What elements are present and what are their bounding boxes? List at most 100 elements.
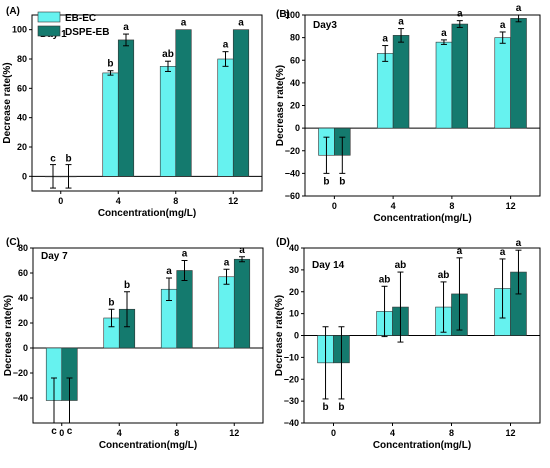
significance-label: a bbox=[516, 3, 522, 14]
panel-label: (B) bbox=[276, 9, 290, 20]
y-tick-label: 80 bbox=[17, 54, 27, 64]
y-tick-label: 0 bbox=[22, 171, 27, 181]
significance-label: a bbox=[166, 266, 172, 277]
x-tick-label: 12 bbox=[505, 428, 515, 438]
significance-label: a bbox=[181, 18, 187, 29]
y-axis-title: Decrease rate(%) bbox=[275, 65, 286, 146]
x-tick-label: 8 bbox=[449, 201, 454, 211]
y-tick-label: 20 bbox=[289, 287, 299, 297]
x-axis-title: Concentration(mg/L) bbox=[99, 440, 197, 451]
significance-label: a bbox=[239, 245, 245, 256]
panel-label: (A) bbox=[6, 6, 20, 17]
bar bbox=[233, 258, 251, 349]
y-tick-label: 0 bbox=[23, 343, 28, 353]
y-tick-label: 100 bbox=[285, 10, 300, 20]
y-tick-label: 0 bbox=[295, 123, 300, 133]
y-axis-title: Decrease rate(%) bbox=[3, 295, 14, 376]
y-tick-label: −20 bbox=[284, 374, 299, 384]
y-tick-label: 30 bbox=[289, 265, 299, 275]
significance-label: a bbox=[182, 249, 188, 260]
legend-swatch bbox=[37, 25, 61, 37]
significance-label: ab bbox=[379, 274, 391, 285]
legend-label: DSPE-EB bbox=[65, 27, 109, 38]
significance-label: b bbox=[108, 297, 114, 308]
significance-label: b bbox=[124, 280, 130, 291]
legend-swatch bbox=[37, 11, 61, 23]
y-tick-label: 60 bbox=[290, 55, 300, 65]
y-tick-label: −40 bbox=[284, 418, 299, 428]
y-tick-label: 80 bbox=[18, 243, 28, 253]
day-label: Day 14 bbox=[312, 260, 345, 271]
bar bbox=[218, 276, 235, 349]
significance-label: c bbox=[50, 154, 56, 165]
significance-label: ab bbox=[395, 260, 407, 271]
x-tick-label: 8 bbox=[449, 428, 454, 438]
y-tick-label: 20 bbox=[18, 318, 28, 328]
significance-label: a bbox=[500, 20, 506, 31]
x-tick-label: 0 bbox=[332, 201, 337, 211]
significance-label: b bbox=[107, 59, 113, 70]
significance-label: c bbox=[51, 426, 57, 437]
bar bbox=[376, 53, 394, 129]
panel-label: (C) bbox=[6, 237, 20, 248]
x-tick-label: 12 bbox=[229, 428, 239, 438]
significance-label: a bbox=[223, 40, 229, 51]
significance-label: ab bbox=[438, 270, 450, 281]
significance-label: b bbox=[65, 154, 71, 165]
y-tick-label: 20 bbox=[17, 142, 27, 152]
plot-frame bbox=[31, 14, 263, 192]
bar bbox=[175, 29, 192, 177]
y-tick-label: 100 bbox=[12, 25, 27, 35]
y-tick-label: 20 bbox=[290, 101, 300, 111]
y-tick-label: −60 bbox=[285, 191, 300, 201]
significance-label: a bbox=[441, 28, 447, 39]
day-label: Day 7 bbox=[41, 251, 68, 262]
bar bbox=[435, 41, 453, 129]
bar bbox=[176, 270, 193, 349]
significance-label: a bbox=[224, 257, 230, 268]
significance-label: b bbox=[323, 176, 329, 187]
y-axis-title: Decrease rate(%) bbox=[2, 62, 13, 143]
day-label: Day3 bbox=[313, 20, 337, 31]
significance-label: a bbox=[516, 238, 522, 249]
y-tick-label: 60 bbox=[18, 268, 28, 278]
bar bbox=[117, 39, 135, 177]
bar bbox=[494, 37, 511, 129]
y-tick-label: −20 bbox=[13, 368, 28, 378]
y-tick-label: −10 bbox=[284, 352, 299, 362]
x-tick-label: 4 bbox=[117, 428, 122, 438]
significance-label: b bbox=[338, 402, 344, 413]
x-tick-label: 0 bbox=[331, 428, 336, 438]
plot-frame bbox=[32, 247, 264, 424]
significance-label: a bbox=[500, 247, 506, 258]
x-tick-label: 12 bbox=[228, 196, 238, 206]
y-tick-label: 10 bbox=[289, 309, 299, 319]
bar bbox=[392, 35, 410, 129]
bar bbox=[217, 58, 234, 177]
bar bbox=[159, 66, 177, 177]
bar bbox=[510, 18, 527, 129]
legend: EB-EC DSPE-EB bbox=[37, 11, 109, 38]
x-axis-title: Concentration(mg/L) bbox=[373, 213, 471, 224]
y-tick-label: 60 bbox=[17, 83, 27, 93]
y-tick-label: 80 bbox=[290, 33, 300, 43]
legend-label: EB-EC bbox=[65, 13, 96, 24]
y-tick-label: −40 bbox=[13, 393, 28, 403]
significance-label: a bbox=[457, 9, 463, 20]
y-axis-title: Decrease rate(%) bbox=[274, 295, 285, 376]
y-tick-label: 0 bbox=[294, 331, 299, 341]
y-tick-label: 40 bbox=[290, 78, 300, 88]
significance-label: a bbox=[238, 18, 244, 29]
significance-label: c bbox=[67, 426, 73, 437]
x-axis-title: Concentration(mg/L) bbox=[373, 440, 471, 451]
x-tick-label: 0 bbox=[59, 428, 64, 438]
significance-label: b bbox=[322, 402, 328, 413]
bar bbox=[232, 29, 250, 177]
x-tick-label: 8 bbox=[174, 428, 179, 438]
x-tick-label: 4 bbox=[391, 201, 396, 211]
